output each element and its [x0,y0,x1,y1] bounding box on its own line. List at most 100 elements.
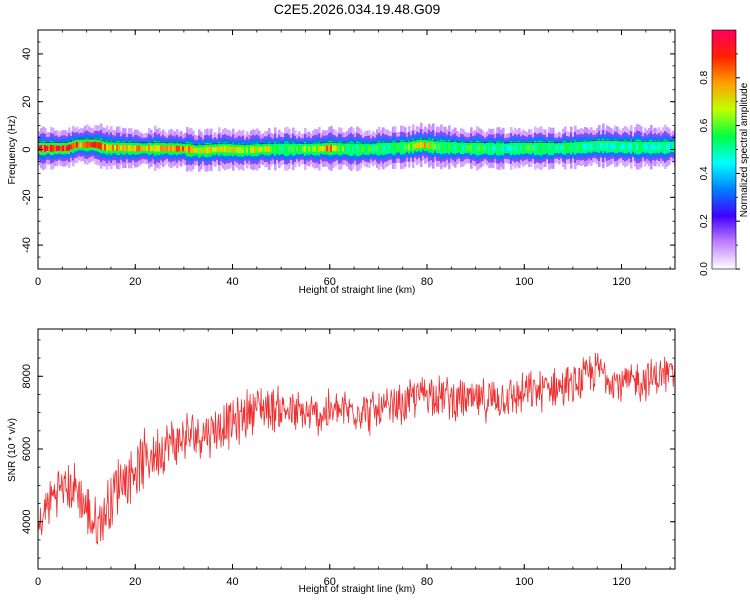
heatmap-cell [534,144,537,152]
heatmap-cell [620,144,623,150]
heatmap-cell [264,146,267,152]
heatmap-cell [336,145,339,152]
heatmap-cell [558,145,561,151]
heatmap-cell [472,145,475,151]
heatmap-cell [434,144,437,149]
heatmap-cell [122,144,125,152]
heatmap-cell [504,146,507,151]
heatmap-cell [650,143,653,151]
heatmap-cell [256,146,259,153]
heatmap-cell [274,145,277,153]
heatmap-cell [166,146,169,151]
heatmap-cell [208,146,211,154]
heatmap-cell [204,146,207,154]
snr-plot-area [38,329,675,569]
heatmap-cell [430,142,433,149]
heatmap-cell [66,145,69,151]
heatmap-cell [482,145,485,152]
heatmap-cell [486,145,489,152]
heatmap-cell [352,145,355,153]
heatmap-cell [326,145,329,152]
heatmap-cell [278,145,281,152]
heatmap-cell [652,144,655,150]
heatmap-cell [258,146,261,153]
heatmap-cell [376,145,379,152]
spectrogram-heatmap [38,122,675,172]
heatmap-cell [500,145,503,152]
heatmap-cell [318,145,321,153]
heatmap-cell [656,144,659,150]
heatmap-cell [104,144,107,151]
heatmap-cell [330,144,333,152]
heatmap-cell [120,145,123,151]
heatmap-cell [552,145,555,152]
heatmap-cell [206,146,209,154]
heatmap-cell [526,145,529,151]
heatmap-cell [92,142,95,148]
heatmap-cell [82,142,85,148]
colorbar-tick-label: 0.0 [699,262,710,276]
heatmap-cell [644,143,647,151]
heatmap-cell [448,143,451,151]
heatmap-cell [84,141,87,148]
heatmap-cell [146,146,149,151]
heatmap-cell [114,145,117,151]
heatmap-cell [632,144,635,150]
heatmap-cell [186,145,189,153]
heatmap-cell [392,144,395,152]
heatmap-cell [88,141,91,148]
heatmap-cell [612,143,615,149]
spectrogram-y-tick-label: -20 [21,189,33,205]
heatmap-cell [112,144,115,151]
heatmap-cell [338,145,341,152]
spectrogram-x-axis-label: Height of straight line (km) [299,285,416,296]
heatmap-cell [346,145,349,152]
heatmap-cell [670,144,673,150]
snr-panel: 0 20 40 60 80 100 120 4000 6000 8000 Height of st… [7,328,676,595]
heatmap-cell [564,144,567,152]
heatmap-cell [98,142,101,149]
heatmap-cell [420,141,423,149]
heatmap-cell [298,146,301,152]
heatmap-cell [116,144,119,152]
heatmap-cell [248,147,251,153]
heatmap-cell [342,146,345,152]
heatmap-cell [238,146,241,154]
heatmap-cell [570,144,573,151]
heatmap-cell [76,141,79,148]
colorbar-tick-label: 0.2 [699,214,710,228]
heatmap-cell [242,147,245,154]
heatmap-cell [450,144,453,150]
heatmap-cell [142,146,145,151]
heatmap-cell [664,143,667,151]
heatmap-cell [290,146,293,152]
heatmap-cell [70,144,73,150]
heatmap-cell [404,144,407,151]
heatmap-cell [162,145,165,152]
heatmap-cell [514,145,517,152]
heatmap-cell [590,143,593,150]
heatmap-cell [90,142,93,148]
heatmap-cell [62,145,65,152]
snr-x-tick-label: 80 [421,576,433,588]
heatmap-cell [474,145,477,152]
heatmap-cell [400,144,403,151]
heatmap-cell [418,142,421,149]
heatmap-cell [332,145,335,152]
snr-y-tick-label: 6000 [21,437,33,461]
heatmap-cell [396,145,399,151]
heatmap-cell [548,144,551,152]
heatmap-cell [494,146,497,151]
spectrogram-x-tick-label: 60 [324,276,336,288]
heatmap-cell [198,147,201,154]
heatmap-cell [478,145,481,152]
snr-frame [37,328,676,570]
heatmap-cell [374,146,377,152]
heatmap-cell [244,147,247,153]
heatmap-cell [490,145,493,152]
heatmap-cell [214,146,217,153]
heatmap-cell [634,143,637,150]
heatmap-cell [312,146,315,152]
heatmap-cell [232,146,235,153]
snr-x-tick-label: 100 [515,576,533,588]
